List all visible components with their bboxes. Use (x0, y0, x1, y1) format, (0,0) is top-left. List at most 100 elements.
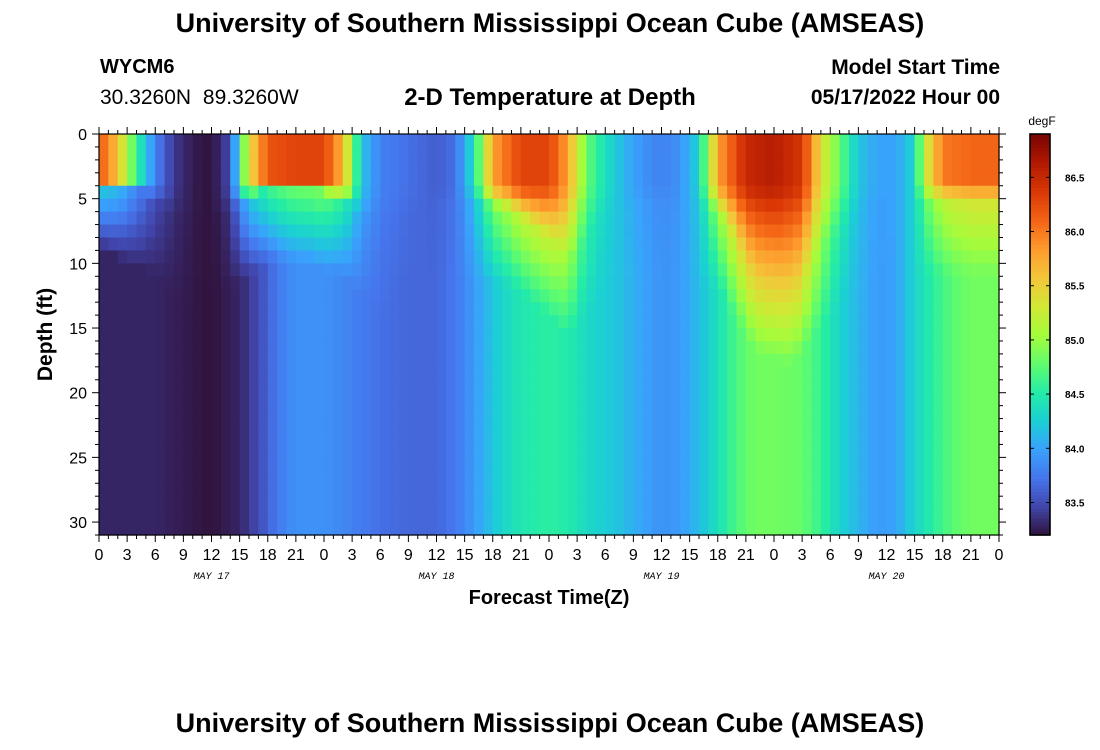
heatmap-cell (164, 353, 175, 368)
heatmap-cell (417, 496, 428, 510)
heatmap-cell (445, 224, 456, 239)
heatmap-cell (549, 405, 559, 420)
heatmap-cell (933, 431, 944, 446)
colorbar-segment (1030, 190, 1050, 195)
heatmap-cell (352, 522, 363, 536)
heatmap-cell (183, 418, 194, 433)
heatmap-cell (220, 457, 231, 471)
heatmap-cell (614, 185, 625, 200)
heatmap-cell (108, 522, 119, 536)
heatmap-cell (549, 522, 559, 536)
heatmap-cell (380, 522, 391, 536)
heatmap-cell (689, 250, 700, 264)
heatmap-cell (455, 302, 466, 316)
colorbar-segment (1030, 314, 1050, 319)
heatmap-cell (952, 483, 963, 497)
heatmap-cell (445, 276, 456, 290)
heatmap-cell (858, 483, 869, 497)
heatmap-cell (877, 146, 888, 161)
heatmap-cell (258, 172, 269, 187)
heatmap-cell (605, 289, 616, 303)
heatmap-cell (305, 198, 316, 213)
heatmap-cell (174, 522, 184, 536)
heatmap-cell (127, 250, 138, 264)
heatmap-cell (324, 483, 334, 497)
heatmap-cell (708, 496, 719, 510)
heatmap-cell (914, 496, 925, 510)
heatmap-cell (230, 276, 241, 290)
heatmap-cell (342, 509, 353, 523)
colorbar-segment (1030, 504, 1050, 509)
heatmap-cell (324, 276, 334, 290)
heatmap-cell (886, 496, 897, 510)
heatmap-cell (155, 328, 166, 342)
heatmap-cell (699, 509, 709, 523)
heatmap-cell (736, 185, 747, 200)
heatmap-cell (286, 237, 297, 252)
colorbar-tick-label: 84.0 (1065, 444, 1085, 455)
heatmap-cell (774, 470, 784, 484)
heatmap-cell (792, 185, 803, 200)
heatmap-cell (192, 276, 203, 290)
heatmap-cell (174, 340, 184, 355)
heatmap-cell (239, 470, 250, 484)
colorbar-segment (1030, 521, 1050, 526)
heatmap-cell (220, 405, 231, 420)
heatmap-cell (380, 379, 391, 394)
colorbar-segment (1030, 224, 1050, 229)
heatmap-cell (155, 159, 166, 174)
heatmap-cell (549, 328, 559, 342)
heatmap-cell (558, 470, 569, 484)
heatmap-cell (305, 379, 316, 394)
heatmap-cell (127, 496, 138, 510)
heatmap-cell (164, 159, 175, 174)
heatmap-cell (361, 353, 372, 368)
heatmap-cell (127, 211, 138, 226)
colorbar-segment (1030, 177, 1050, 182)
heatmap-cell (277, 470, 288, 484)
heatmap-cell (989, 509, 1000, 523)
heatmap-cell (961, 444, 972, 458)
heatmap-cell (267, 340, 278, 355)
heatmap-cell (164, 134, 175, 148)
heatmap-cell (145, 392, 156, 407)
heatmap-cell (755, 198, 766, 213)
heatmap-cell (717, 134, 728, 148)
heatmap-cell (558, 340, 569, 355)
heatmap-cell (567, 211, 578, 226)
x-tick-label: 6 (826, 547, 835, 564)
heatmap-cell (567, 353, 578, 368)
heatmap-cell (286, 302, 297, 316)
heatmap-cell (145, 444, 156, 458)
heatmap-cell (905, 159, 916, 174)
heatmap-cell (352, 328, 363, 342)
heatmap-cell (455, 198, 466, 213)
heatmap-cell (342, 289, 353, 303)
heatmap-cell (895, 483, 906, 497)
heatmap-cell (474, 353, 484, 368)
heatmap-cell (267, 250, 278, 264)
heatmap-cell (436, 522, 447, 536)
heatmap-cell (342, 457, 353, 471)
heatmap-cell (642, 366, 653, 381)
heatmap-cell (867, 444, 878, 458)
heatmap-cell (192, 353, 203, 368)
heatmap-cell (342, 366, 353, 381)
heatmap-cell (905, 224, 916, 239)
heatmap-cell (230, 340, 241, 355)
heatmap-cell (352, 418, 363, 433)
colorbar-segment (1030, 508, 1050, 513)
heatmap-cell (895, 211, 906, 226)
heatmap-cell (408, 211, 419, 226)
x-tick-label: 9 (179, 547, 188, 564)
heatmap-cell (764, 483, 775, 497)
heatmap-cell (577, 379, 588, 394)
heatmap-cell (239, 418, 250, 433)
heatmap-cell (877, 366, 888, 381)
heatmap-cell (202, 353, 213, 368)
heatmap-cell (586, 379, 597, 394)
heatmap-cell (370, 444, 381, 458)
heatmap-cell (436, 289, 447, 303)
colorbar-segment (1030, 461, 1050, 466)
heatmap-cell (530, 263, 541, 277)
